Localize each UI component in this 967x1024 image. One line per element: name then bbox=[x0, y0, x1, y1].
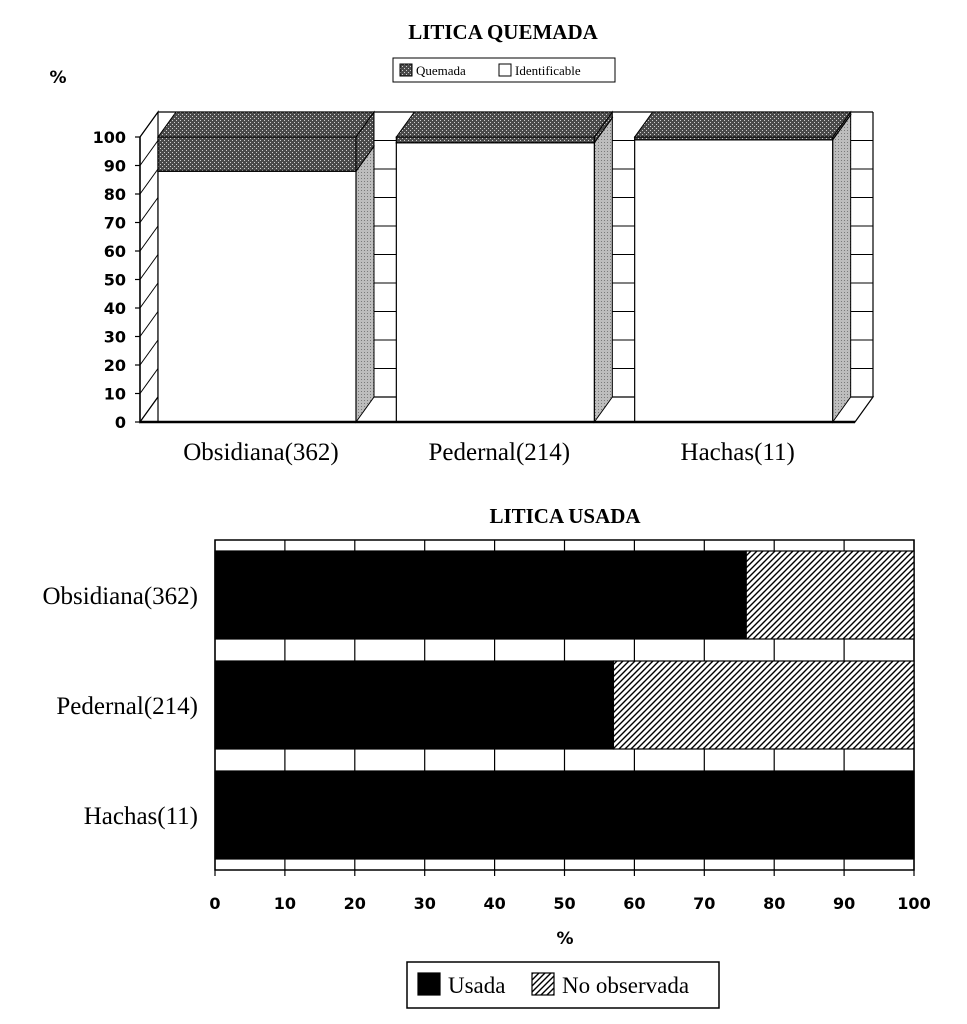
chart1-gridline-side-40 bbox=[139, 282, 159, 309]
chart1-bar-side-identificable-pedernal-214 bbox=[593, 116, 613, 424]
chart1-gridline-side-30 bbox=[139, 311, 159, 337]
chart2-x-axis-label: % bbox=[556, 929, 573, 949]
chart1-y-tick-label-0: 0 bbox=[115, 413, 126, 432]
chart2-x-tick-label-0: 0 bbox=[209, 894, 220, 913]
chart1-y-tick-label-70: 70 bbox=[104, 214, 126, 233]
chart1-bar-identificable-pedernal-214 bbox=[395, 142, 595, 423]
chart1-gridline-side-80 bbox=[139, 168, 159, 195]
chart2-legend-label-usada: Usada bbox=[448, 973, 505, 998]
chart2-title: LITICA USADA bbox=[489, 504, 641, 528]
chart2-legend-swatch-no-observada bbox=[531, 972, 555, 996]
chart1-gridline-side-50 bbox=[139, 254, 159, 280]
chart2-bar-usada-pedernal-214 bbox=[214, 660, 615, 750]
chart2-bar-usada-obsidiana-362 bbox=[214, 550, 747, 640]
chart1-gridline-side-20 bbox=[139, 339, 159, 366]
chart2-legend: Usada No observada bbox=[406, 961, 720, 1009]
chart1-bar-quemada-obsidiana-362 bbox=[157, 136, 357, 172]
chart2-row-pedernal-214 bbox=[214, 660, 915, 750]
chart1-bar-quemada-pedernal-214 bbox=[395, 136, 595, 144]
chart2-x-tick-label-10: 10 bbox=[274, 894, 296, 913]
chart1-y-tick-label-30: 30 bbox=[104, 328, 126, 347]
chart2-x-tick-label-20: 20 bbox=[344, 894, 366, 913]
chart2-y-tick-label-pedernal-214: Pedernal(214) bbox=[56, 693, 198, 720]
chart2-legend-label-no-observada: No observada bbox=[562, 973, 689, 998]
chart2-x-tick-label-80: 80 bbox=[763, 894, 785, 913]
chart1-y-tick-label-90: 90 bbox=[104, 157, 126, 176]
chart2-y-tick-label-hachas-11: Hachas(11) bbox=[84, 803, 198, 830]
chart2-legend-swatch-usada bbox=[417, 972, 441, 996]
chart1-gridline-side-10 bbox=[139, 368, 159, 394]
chart1-bar-side-identificable-hachas-11 bbox=[832, 113, 852, 424]
chart1-title: LITICA QUEMADA bbox=[408, 20, 598, 44]
chart1-y-tick-label-20: 20 bbox=[104, 356, 126, 375]
chart1-column-obsidiana-362 bbox=[157, 110, 375, 424]
chart2-x-tick-label-50: 50 bbox=[553, 894, 575, 913]
chart2-bar-no-observada-pedernal-214 bbox=[612, 660, 915, 750]
chart1-bar-top-quemada-obsidiana-362 bbox=[157, 111, 375, 138]
chart1-column-hachas-11 bbox=[633, 110, 852, 424]
chart2-legend-frame bbox=[406, 961, 720, 1009]
chart2-x-tick-label-100: 100 bbox=[897, 894, 930, 913]
chart1-y-tick-label-60: 60 bbox=[104, 242, 126, 261]
chart2-x-tick-label-70: 70 bbox=[693, 894, 715, 913]
chart1-bar-top-quemada-hachas-11 bbox=[633, 111, 852, 138]
chart1-legend-label-identificable: Identificable bbox=[515, 63, 581, 78]
chart1-x-tick-label-pedernal-214: Pedernal(214) bbox=[429, 439, 571, 466]
chart2-bar-usada-hachas-11 bbox=[214, 770, 915, 860]
chart1-y-tick-label-80: 80 bbox=[104, 185, 126, 204]
chart1-x-tick-label-hachas-11: Hachas(11) bbox=[681, 439, 795, 466]
chart2-x-tick-label-60: 60 bbox=[623, 894, 645, 913]
chart1-legend: Quemada Identificable bbox=[392, 57, 616, 83]
chart2-y-tick-label-obsidiana-362: Obsidiana(362) bbox=[42, 583, 198, 610]
chart1-y-tick-label-40: 40 bbox=[104, 299, 126, 318]
chart1-gridline-side-100 bbox=[139, 111, 159, 138]
chart2-row-obsidiana-362 bbox=[214, 550, 915, 640]
chart2-bar-no-observada-obsidiana-362 bbox=[745, 550, 915, 640]
chart1-x-tick-label-obsidiana-362: Obsidiana(362) bbox=[183, 439, 339, 466]
chart2-x-tick-label-30: 30 bbox=[414, 894, 436, 913]
chart1-legend-label-quemada: Quemada bbox=[416, 63, 466, 78]
chart1-column-pedernal-214 bbox=[395, 110, 614, 424]
chart1-bar-top-quemada-pedernal-214 bbox=[395, 111, 614, 138]
chart1-gridline-side-70 bbox=[139, 197, 159, 223]
chart2-row-hachas-11 bbox=[214, 770, 915, 860]
chart1-y-tick-label-10: 10 bbox=[104, 385, 126, 404]
chart1-bar-side-identificable-obsidiana-362 bbox=[355, 144, 375, 424]
chart1-y-axis-label: % bbox=[49, 68, 66, 88]
chart1-y-tick-label-50: 50 bbox=[104, 271, 126, 290]
chart1-gridline-side-60 bbox=[139, 225, 159, 252]
chart2-x-tick-label-40: 40 bbox=[483, 894, 505, 913]
chart1-bar-identificable-hachas-11 bbox=[634, 139, 834, 423]
chart1-gridline-side-90 bbox=[139, 140, 159, 166]
chart1-bar-identificable-obsidiana-362 bbox=[157, 170, 357, 423]
chart1-y-tick-label-100: 100 bbox=[93, 128, 126, 147]
chart1-legend-swatch-quemada bbox=[399, 63, 413, 77]
chart2-x-tick-label-90: 90 bbox=[833, 894, 855, 913]
chart1-legend-swatch-identificable bbox=[498, 63, 512, 77]
